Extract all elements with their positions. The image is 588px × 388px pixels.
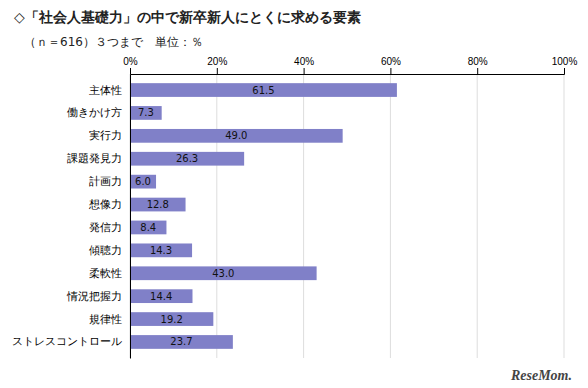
x-tick-mark: [304, 68, 305, 74]
x-tick: 100%: [552, 56, 578, 74]
y-axis: 主体性働きかけ方実行力課題発見力計画力想像力発信力傾聴力柔軟性情況把握力規律性ス…: [12, 75, 131, 359]
y-tick-label: 規律性: [89, 313, 122, 325]
bar: [130, 289, 192, 303]
data-label: 61.5: [252, 85, 274, 96]
bar: [130, 106, 162, 120]
annotation: ReseMom.: [510, 368, 572, 383]
data-label: 14.3: [150, 245, 172, 256]
y-tick-label: 計画力: [89, 175, 122, 187]
data-label: 7.3: [138, 107, 154, 118]
x-tick-label: 20%: [207, 56, 227, 67]
bar: [130, 152, 244, 166]
data-label: 23.7: [170, 336, 192, 347]
x-tick: 60%: [381, 56, 401, 74]
x-tick: 80%: [468, 56, 488, 74]
x-tick-label: 40%: [294, 56, 314, 67]
data-label: 26.3: [176, 153, 198, 164]
y-tick: 情況把握力: [66, 290, 122, 302]
y-tick-label: 情況把握力: [66, 290, 122, 302]
x-tick-mark: [217, 68, 218, 74]
grid-line: [216, 74, 217, 358]
data-label: 12.8: [147, 199, 169, 210]
y-tick: 柔軟性: [89, 267, 122, 279]
y-tick: 課題発見力: [67, 152, 122, 164]
y-tick: ストレスコントロール: [12, 335, 122, 347]
x-axis-line: [131, 68, 565, 75]
data-label: 14.4: [150, 291, 172, 302]
y-tick-label: 想像力: [88, 198, 122, 210]
data-labels: 61.5 7.3 49.0 26.3 6.0 12.8 8.4 14.3 43.0 14.4 19.…: [135, 85, 275, 348]
data-label: 19.2: [161, 314, 183, 325]
bar: [130, 312, 213, 326]
grid-line: [390, 74, 391, 358]
grid-line: [303, 74, 304, 358]
bar: [130, 266, 317, 280]
y-tick: 主体性: [89, 84, 122, 96]
y-tick: 規律性: [89, 313, 122, 325]
grid-line: [130, 74, 131, 358]
x-tick: 40%: [294, 56, 314, 74]
y-tick: 傾聴力: [89, 244, 122, 256]
chart-svg: ◇「社会人基礎力」の中で新卒新人にとくに求める要素 （ｎ＝616）３つまで 単位：…: [0, 0, 588, 388]
grid-line: [477, 74, 478, 358]
x-tick-label: 0%: [123, 56, 138, 67]
y-tick: 発信力: [89, 221, 122, 233]
title: ◇「社会人基礎力」の中で新卒新人にとくに求める要素: [14, 9, 361, 25]
bar: [130, 221, 166, 235]
y-tick-label: 傾聴力: [89, 244, 122, 256]
data-label: 43.0: [212, 268, 234, 279]
bars: [130, 83, 397, 349]
y-tick-label: ストレスコントロール: [12, 335, 122, 347]
bar: [130, 198, 186, 212]
y-tick: 働きかけ方: [67, 106, 122, 119]
x-axis: 0% 20% 40% 60% 80% 100%: [123, 56, 577, 75]
grid: [130, 74, 564, 358]
y-tick-label: 主体性: [89, 84, 122, 96]
y-axis-line: [130, 75, 131, 359]
y-tick: 計画力: [89, 175, 122, 187]
subtitle: （ｎ＝616）３つまで 単位：％: [24, 35, 203, 49]
bar: [130, 83, 397, 97]
data-label: 8.4: [140, 222, 156, 233]
y-tick: 実行力: [89, 129, 122, 141]
data-label: 6.0: [135, 176, 151, 187]
bar: [130, 335, 233, 349]
y-tick: 想像力: [88, 198, 122, 210]
x-tick-label: 60%: [381, 56, 401, 67]
data-label: 49.0: [225, 130, 247, 141]
x-tick-mark: [130, 68, 131, 74]
x-tick-mark: [564, 68, 565, 74]
bar: [130, 129, 343, 143]
grid-line: [564, 74, 565, 358]
y-tick-label: 柔軟性: [89, 267, 122, 279]
chart-container: ◇「社会人基礎力」の中で新卒新人にとくに求める要素 （ｎ＝616）３つまで 単位：…: [0, 0, 588, 388]
y-tick-label: 実行力: [89, 129, 122, 141]
x-tick-mark: [390, 68, 391, 74]
x-tick-label: 100%: [552, 56, 578, 67]
y-tick-label: 働きかけ方: [67, 106, 122, 119]
y-tick-label: 発信力: [89, 221, 122, 233]
x-tick: 20%: [207, 56, 227, 74]
bar: [130, 243, 192, 257]
x-tick-label: 80%: [468, 56, 488, 67]
x-tick-mark: [477, 68, 478, 74]
bar: [130, 175, 156, 189]
x-tick: 0%: [123, 56, 138, 74]
y-tick-label: 課題発見力: [67, 152, 122, 164]
